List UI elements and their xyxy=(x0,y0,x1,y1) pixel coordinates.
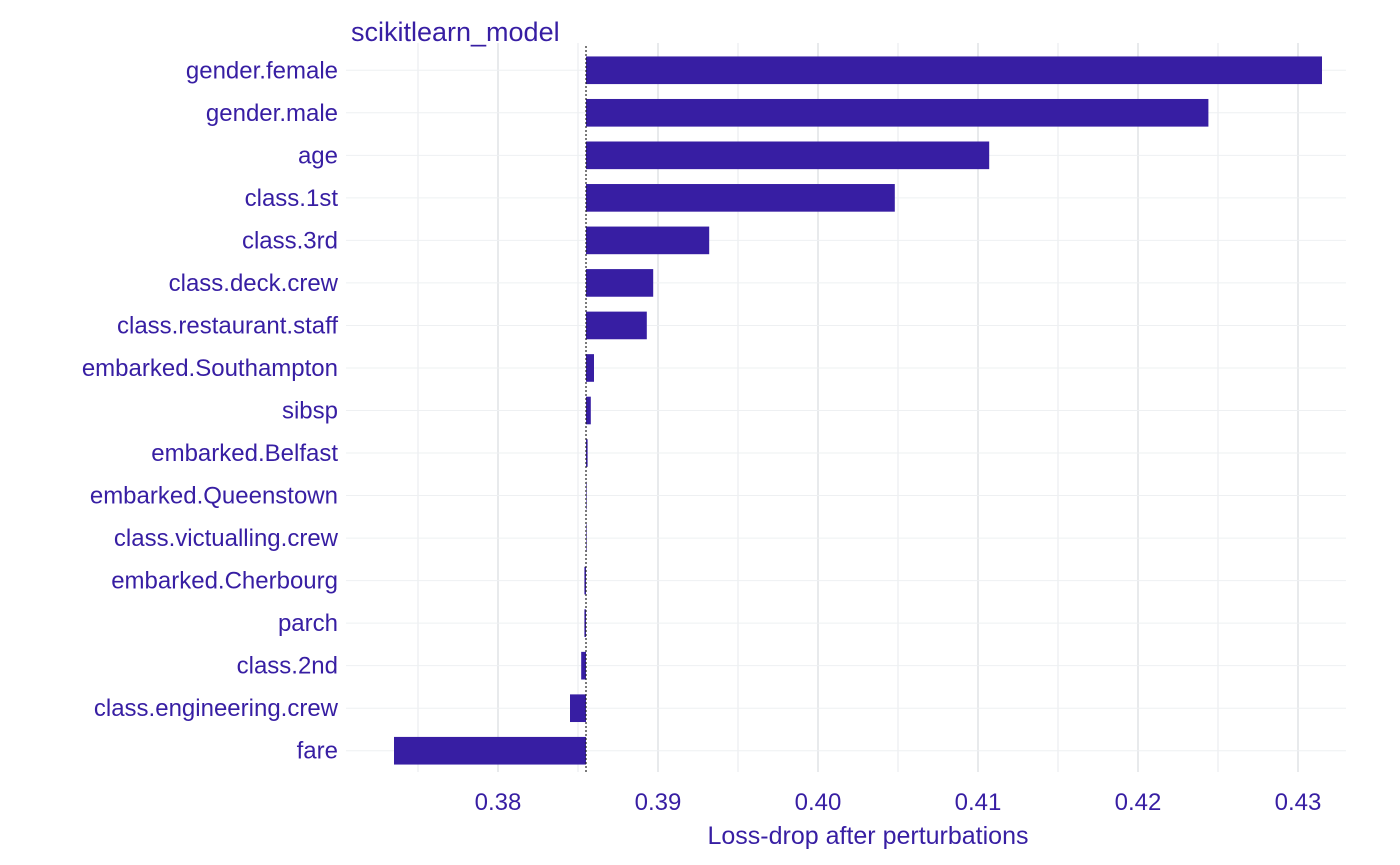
y-tick-label-fare: fare xyxy=(297,738,338,765)
y-tick-label-parch: parch xyxy=(278,610,338,637)
y-axis-labels: gender.female gender.male age class.1st clas… xyxy=(82,57,339,764)
bar-embarked.Belfast xyxy=(586,439,588,467)
y-tick-label-gender.male: gender.male xyxy=(206,100,338,127)
y-tick-label-embarked.Queenstown: embarked.Queenstown xyxy=(90,483,338,510)
bar-fare xyxy=(394,736,586,765)
y-tick-label-embarked.Southampton: embarked.Southampton xyxy=(82,355,338,382)
bar-gender.male xyxy=(586,98,1209,127)
bar-class.1st xyxy=(586,184,895,212)
x-tick-label-0.39: 0.39 xyxy=(635,789,682,816)
bar-gender.female xyxy=(586,56,1322,85)
bar-age xyxy=(586,141,990,170)
y-tick-label-class.1st: class.1st xyxy=(245,185,339,212)
y-tick-label-age: age xyxy=(298,142,338,169)
y-tick-label-gender.female: gender.female xyxy=(186,57,338,84)
bar-class.2nd xyxy=(581,651,586,680)
y-tick-label-embarked.Cherbourg: embarked.Cherbourg xyxy=(111,568,338,595)
y-tick-label-class.2nd: class.2nd xyxy=(237,653,338,680)
y-tick-label-class.3rd: class.3rd xyxy=(242,227,338,254)
x-axis-label: Loss-drop after perturbations xyxy=(707,822,1028,850)
y-tick-label-class.engineering.crew: class.engineering.crew xyxy=(94,695,339,722)
y-tick-label-class.victualling.crew: class.victualling.crew xyxy=(114,525,339,552)
bar-sibsp xyxy=(586,396,591,425)
x-tick-label-0.40: 0.40 xyxy=(795,789,842,816)
x-tick-label-0.43: 0.43 xyxy=(1275,789,1322,816)
bar-class.deck.crew xyxy=(586,269,654,297)
bar-class.engineering.crew xyxy=(570,694,586,723)
y-tick-label-embarked.Belfast: embarked.Belfast xyxy=(151,440,338,467)
bar-parch xyxy=(584,609,586,637)
y-tick-label-class.restaurant.staff: class.restaurant.staff xyxy=(117,312,338,339)
bar-embarked.Cherbourg xyxy=(584,566,586,595)
x-axis-tick-labels: 0.38 0.39 0.40 0.41 0.42 0.43 xyxy=(475,789,1322,816)
bars xyxy=(394,56,1322,765)
x-tick-label-0.41: 0.41 xyxy=(955,789,1002,816)
chart-title: scikitlearn_model xyxy=(351,17,560,47)
x-tick-label-0.42: 0.42 xyxy=(1115,789,1162,816)
y-tick-label-sibsp: sibsp xyxy=(282,398,338,425)
y-tick-label-class.deck.crew: class.deck.crew xyxy=(169,270,339,297)
bar-class.restaurant.staff xyxy=(586,311,647,340)
x-tick-label-0.38: 0.38 xyxy=(475,789,522,816)
bar-class.3rd xyxy=(586,226,710,255)
bar-embarked.Southampton xyxy=(586,354,594,382)
